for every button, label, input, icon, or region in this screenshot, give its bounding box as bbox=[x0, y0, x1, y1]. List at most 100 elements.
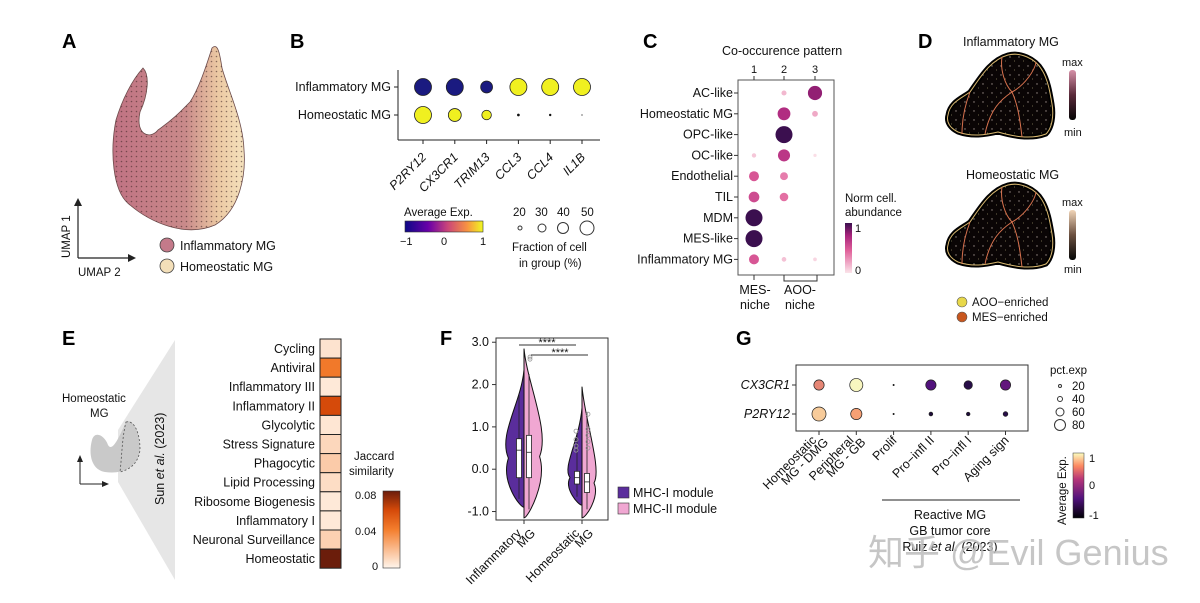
f-significance-label: **** bbox=[551, 347, 569, 359]
c-row-label: OPC-like bbox=[683, 128, 733, 142]
b-size-legend-title: Fraction of cell bbox=[512, 242, 587, 254]
e-heatmap-cell bbox=[319, 395, 342, 416]
c-niche-bracket bbox=[783, 275, 818, 282]
c-dot bbox=[745, 209, 763, 227]
legend-label-inflammatory: Inflammatory MG bbox=[180, 239, 276, 253]
f-violin bbox=[581, 386, 597, 519]
b-dot bbox=[447, 108, 462, 122]
b-size-circle bbox=[579, 220, 595, 236]
f-violin bbox=[567, 407, 583, 506]
b-size-circle bbox=[537, 223, 547, 233]
g-colorbar-tick: 1 bbox=[1089, 453, 1095, 465]
c-row-label: AC-like bbox=[693, 86, 733, 100]
c-colorbar bbox=[845, 223, 852, 273]
f-xtick-label: Inflammatory bbox=[463, 526, 525, 588]
legend-label-mhc1: MHC-I module bbox=[633, 486, 714, 500]
g-size-circle bbox=[1054, 419, 1066, 431]
b-colorbar-tick: 1 bbox=[480, 236, 486, 248]
g-size-value: 60 bbox=[1072, 407, 1085, 419]
panel-d: D Inflammatory MG max min Homeostatic MG… bbox=[918, 31, 1083, 324]
g-size-circle bbox=[1055, 407, 1065, 417]
b-size-legend: 20 30 40 50 Fraction of cell in group (%… bbox=[512, 207, 595, 270]
d-tissue-map-homeostatic bbox=[945, 181, 1056, 270]
c-niche-label: niche bbox=[740, 298, 770, 312]
legend-label-mes: MES−enriched bbox=[972, 312, 1048, 324]
d-map-title-inflammatory: Inflammatory MG bbox=[963, 35, 1059, 49]
e-heatmap-cell bbox=[319, 338, 342, 359]
g-colorbar-title: Average Exp. bbox=[1057, 456, 1069, 525]
e-source-label: Sun et al. (2023) bbox=[153, 413, 167, 505]
e-inset-umap bbox=[90, 421, 140, 473]
d-scale-min: min bbox=[1064, 264, 1082, 276]
e-inset-highlight bbox=[119, 421, 141, 473]
b-dot bbox=[517, 113, 520, 117]
g-size-value: 80 bbox=[1072, 420, 1085, 432]
e-heatmap-cell bbox=[319, 491, 342, 512]
panel-label-b: B bbox=[290, 31, 304, 53]
panel-e: E Homeostatic MG Sun et al. (2023) Cycli… bbox=[62, 328, 401, 580]
f-ytick-label: 0.0 bbox=[472, 462, 489, 476]
f-legend: MHC-I module MHC-II module bbox=[617, 486, 717, 516]
g-colorbar-tick: -1 bbox=[1089, 510, 1099, 522]
legend-swatch-homeostatic bbox=[159, 258, 175, 274]
b-col-label: CCL4 bbox=[524, 150, 557, 183]
f-outlier bbox=[527, 354, 533, 360]
c-dot bbox=[781, 257, 787, 262]
b-size-value: 20 bbox=[513, 207, 526, 219]
f-outlier bbox=[573, 428, 579, 434]
g-dot bbox=[850, 408, 863, 420]
b-size-value: 30 bbox=[535, 207, 548, 219]
b-dot bbox=[573, 78, 591, 96]
b-dot bbox=[481, 109, 492, 121]
g-size-circle bbox=[1057, 396, 1063, 402]
e-colorbar-title: Jaccard bbox=[354, 451, 394, 463]
e-heatmap-cell bbox=[319, 548, 342, 569]
b-col-label: TRIM13 bbox=[451, 150, 492, 191]
g-dot bbox=[963, 380, 973, 390]
b-dot bbox=[549, 113, 552, 117]
f-plot-frame bbox=[495, 337, 609, 521]
g-dot bbox=[813, 379, 825, 391]
e-heatmap-cell bbox=[319, 434, 342, 455]
g-row-label: CX3CR1 bbox=[741, 378, 790, 392]
f-outlier bbox=[573, 447, 579, 453]
c-dot bbox=[745, 230, 763, 248]
e-row-label: Inflammatory II bbox=[232, 399, 315, 413]
f-outlier bbox=[585, 432, 591, 438]
b-colorbar bbox=[404, 220, 484, 233]
c-colorbar-title: abundance bbox=[845, 207, 902, 219]
panel-a: A UMAP 1 UMAP 2 Inflammatory MG Homeosta… bbox=[61, 31, 276, 279]
g-dot bbox=[892, 413, 895, 415]
g-size-value: 20 bbox=[1072, 381, 1085, 393]
c-niche-label: AOO- bbox=[784, 283, 816, 297]
legend-label-homeostatic: Homeostatic MG bbox=[180, 260, 273, 274]
g-size-legend-title: pct.exp bbox=[1050, 365, 1087, 377]
umap-axes bbox=[74, 198, 136, 262]
legend-label-mhc2: MHC-II module bbox=[633, 502, 717, 516]
e-heatmap-cell bbox=[319, 453, 342, 474]
e-heatmap-cell bbox=[319, 376, 342, 397]
c-dot bbox=[781, 90, 787, 96]
c-colorbar-tick: 1 bbox=[855, 223, 861, 235]
c-dot bbox=[775, 126, 793, 144]
umap-yaxis-label: UMAP 1 bbox=[61, 215, 73, 258]
g-dot bbox=[966, 411, 971, 417]
d-map-title-homeostatic: Homeostatic MG bbox=[966, 168, 1059, 182]
e-row-label: Neuronal Surveillance bbox=[193, 533, 315, 547]
e-inset-label: MG bbox=[90, 408, 109, 420]
f-significance-label: **** bbox=[538, 337, 556, 349]
c-col-label: 1 bbox=[751, 64, 757, 76]
watermark: 知乎 @Evil Genius bbox=[868, 532, 1169, 573]
e-row-label: Stress Signature bbox=[223, 438, 315, 452]
c-dot bbox=[777, 149, 791, 162]
panel-c: C Co-occurence pattern 1 2 3 AC-like Homeost… bbox=[637, 31, 902, 312]
e-heatmap-cell bbox=[319, 414, 342, 435]
e-zoom-wedge bbox=[118, 340, 175, 580]
g-size-legend: pct.exp 20 40 60 80 bbox=[1050, 365, 1087, 432]
c-dot bbox=[807, 85, 823, 101]
c-col-label: 3 bbox=[812, 64, 818, 76]
b-colorbar-title: Average Exp. bbox=[404, 207, 473, 219]
